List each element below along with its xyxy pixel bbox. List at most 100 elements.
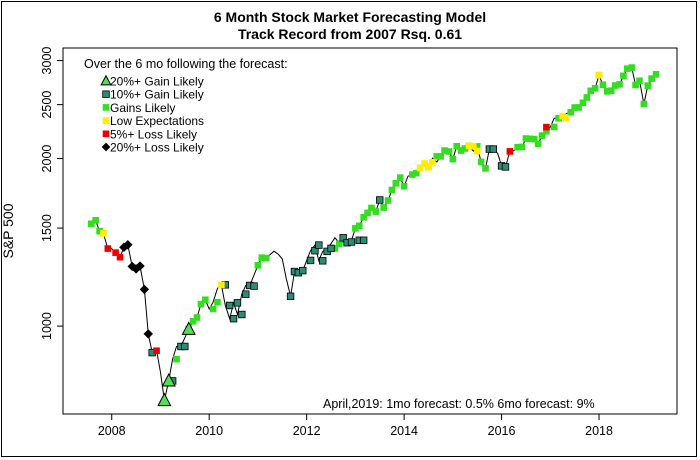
data-point-gain10 xyxy=(359,236,368,245)
data-point-gains xyxy=(445,148,453,155)
plot-area xyxy=(62,47,678,415)
legend: Over the 6 mo following the forecast: 20… xyxy=(84,57,288,155)
data-point-loss5 xyxy=(112,249,119,256)
data-point-gains xyxy=(409,171,416,178)
data-point-gain10 xyxy=(489,145,497,153)
legend-symbol-loss5 xyxy=(102,130,110,138)
data-point-gain10 xyxy=(181,342,189,351)
data-point-gains xyxy=(482,165,489,172)
legend-label-gain20: 20%+ Gain Likely xyxy=(110,75,204,89)
legend-label-gain10: 10%+ Gain Likely xyxy=(110,88,204,102)
data-point-low xyxy=(470,142,477,150)
data-point-gain10 xyxy=(306,256,315,265)
data-point-gains xyxy=(591,85,599,92)
data-point-gains xyxy=(372,208,380,215)
data-point-gains xyxy=(262,254,270,262)
data-point-gains xyxy=(530,135,538,143)
data-point-gains xyxy=(607,87,615,95)
data-point-gains xyxy=(461,145,469,152)
data-point-gains xyxy=(640,100,648,108)
data-point-loss20 xyxy=(143,329,153,339)
legend-symbol-gain20 xyxy=(100,74,112,86)
data-point-gains xyxy=(92,217,99,224)
x-axis: 2008 2010 2012 2014 2016 2018 xyxy=(98,414,613,438)
y-tick-label: 3000 xyxy=(40,47,54,75)
data-point-low xyxy=(563,115,570,122)
data-point-gains xyxy=(473,143,481,150)
data-point-gains xyxy=(477,158,485,166)
data-point-gains xyxy=(550,123,558,131)
data-point-gain10 xyxy=(242,290,250,298)
data-point-gains xyxy=(604,88,611,95)
data-point-gains xyxy=(526,135,534,143)
x-tick-label: 2012 xyxy=(293,424,321,438)
chart-subtitle: Track Record from 2007 Rsq. 0.61 xyxy=(237,26,463,42)
data-point-gains xyxy=(648,75,655,82)
data-point-gains xyxy=(258,254,266,261)
data-point-gains xyxy=(331,245,339,252)
legend-symbol-loss20 xyxy=(101,142,111,152)
data-point-gains xyxy=(396,174,404,181)
data-point-gains xyxy=(632,81,639,89)
data-point-gains xyxy=(392,180,400,187)
data-point-low xyxy=(100,229,107,237)
data-point-gains xyxy=(449,155,457,163)
legend-label-low: Low Expectations xyxy=(110,114,204,128)
data-point-low xyxy=(429,158,436,166)
data-point-gains xyxy=(644,82,652,89)
data-point-gains xyxy=(583,94,591,101)
data-point-gain10 xyxy=(311,246,319,255)
data-point-low xyxy=(218,281,225,289)
data-point-low xyxy=(425,163,432,171)
data-point-loss5 xyxy=(506,148,514,155)
data-point-gains xyxy=(189,317,197,325)
legend-label-loss20: 20%+ Loss Likely xyxy=(110,141,204,155)
data-point-gains xyxy=(201,296,209,304)
data-point-gains xyxy=(388,186,396,194)
x-tick-label: 2014 xyxy=(390,424,418,438)
data-point-gains xyxy=(599,81,607,89)
data-point-gains xyxy=(433,153,441,160)
data-point-low xyxy=(465,142,473,150)
data-point-loss5 xyxy=(104,245,112,252)
legend-label-loss5: 5%+ Loss Likely xyxy=(110,127,197,141)
data-point-loss20 xyxy=(135,261,145,271)
data-point-gains xyxy=(214,298,221,306)
data-point-gain20 xyxy=(157,392,172,407)
data-point-gain10 xyxy=(233,299,242,307)
data-point-gains xyxy=(567,108,575,116)
legend-label-gains: Gains Likely xyxy=(110,101,175,115)
data-point-gain10 xyxy=(319,257,327,265)
data-point-gain10 xyxy=(229,314,238,323)
data-point-gain10 xyxy=(225,301,234,310)
data-point-gains xyxy=(457,147,465,154)
data-point-gain10 xyxy=(501,163,510,171)
data-point-gains xyxy=(571,104,578,111)
data-point-gains xyxy=(87,220,95,228)
data-point-gains xyxy=(437,153,444,160)
data-point-gains xyxy=(352,225,359,232)
data-point-gains xyxy=(534,140,542,148)
data-point-loss5 xyxy=(116,253,124,261)
data-point-gains xyxy=(209,305,217,313)
legend-symbol-low xyxy=(102,117,110,124)
data-point-loss20 xyxy=(139,284,150,295)
data-point-gain20 xyxy=(181,321,196,335)
legend-symbol-gains xyxy=(102,104,110,111)
data-point-gains xyxy=(384,197,392,204)
data-point-gains xyxy=(355,222,363,230)
x-tick-label: 2016 xyxy=(488,424,516,438)
y-tick-label: 1000 xyxy=(40,312,54,340)
chart-title: 6 Month Stock Market Forecasting Model xyxy=(213,9,487,25)
data-point-gain10 xyxy=(327,244,335,253)
data-point-gains xyxy=(514,143,521,151)
data-point-gain10 xyxy=(376,196,384,204)
data-point-gain10 xyxy=(238,310,246,319)
data-point-gains xyxy=(193,314,201,321)
data-point-low xyxy=(595,71,603,79)
data-point-low xyxy=(473,147,481,155)
data-point-gains xyxy=(616,81,623,88)
data-point-gains xyxy=(173,355,180,363)
